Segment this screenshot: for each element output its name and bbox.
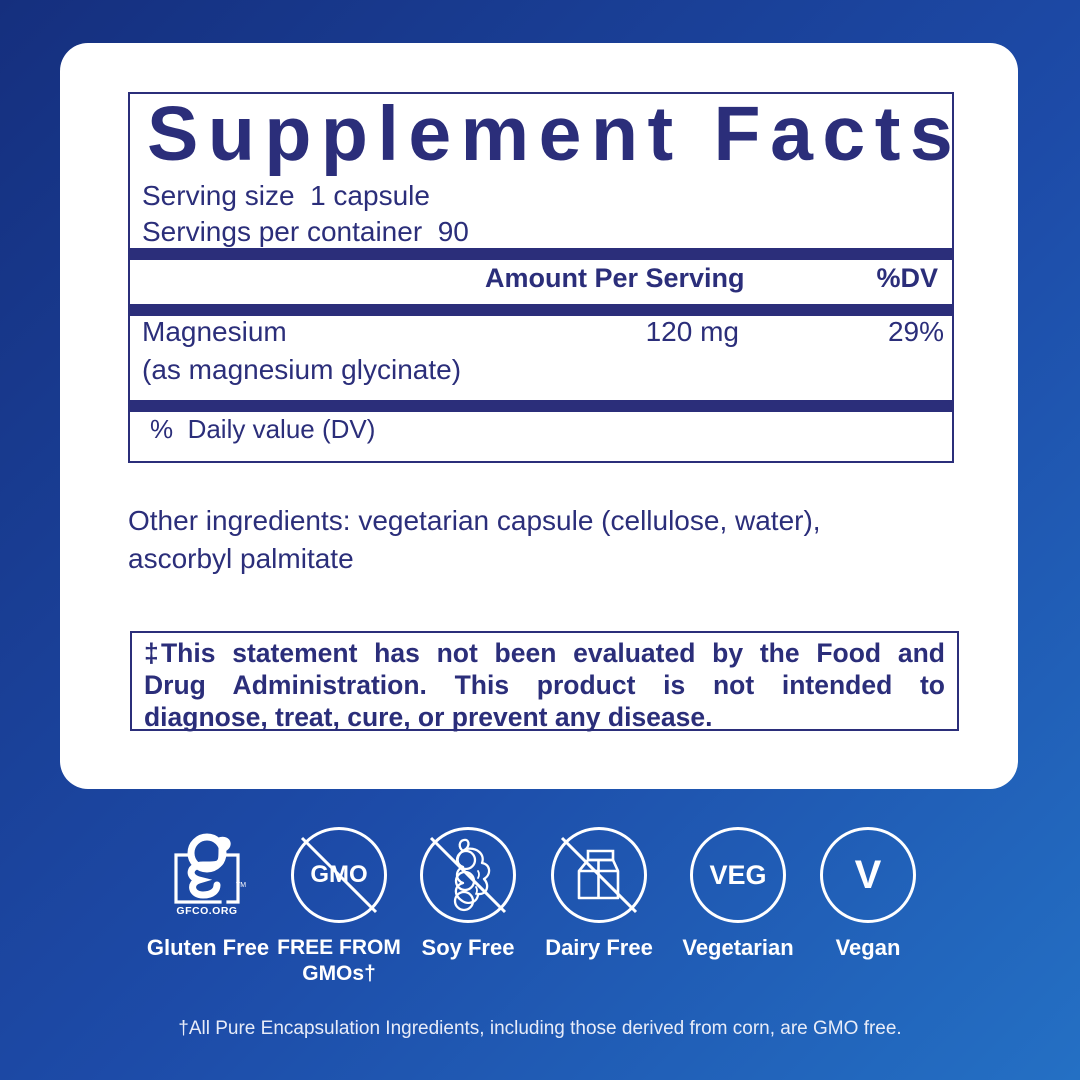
svg-text:TM: TM: [236, 882, 246, 889]
svg-text:GFCO.ORG: GFCO.ORG: [176, 905, 237, 917]
